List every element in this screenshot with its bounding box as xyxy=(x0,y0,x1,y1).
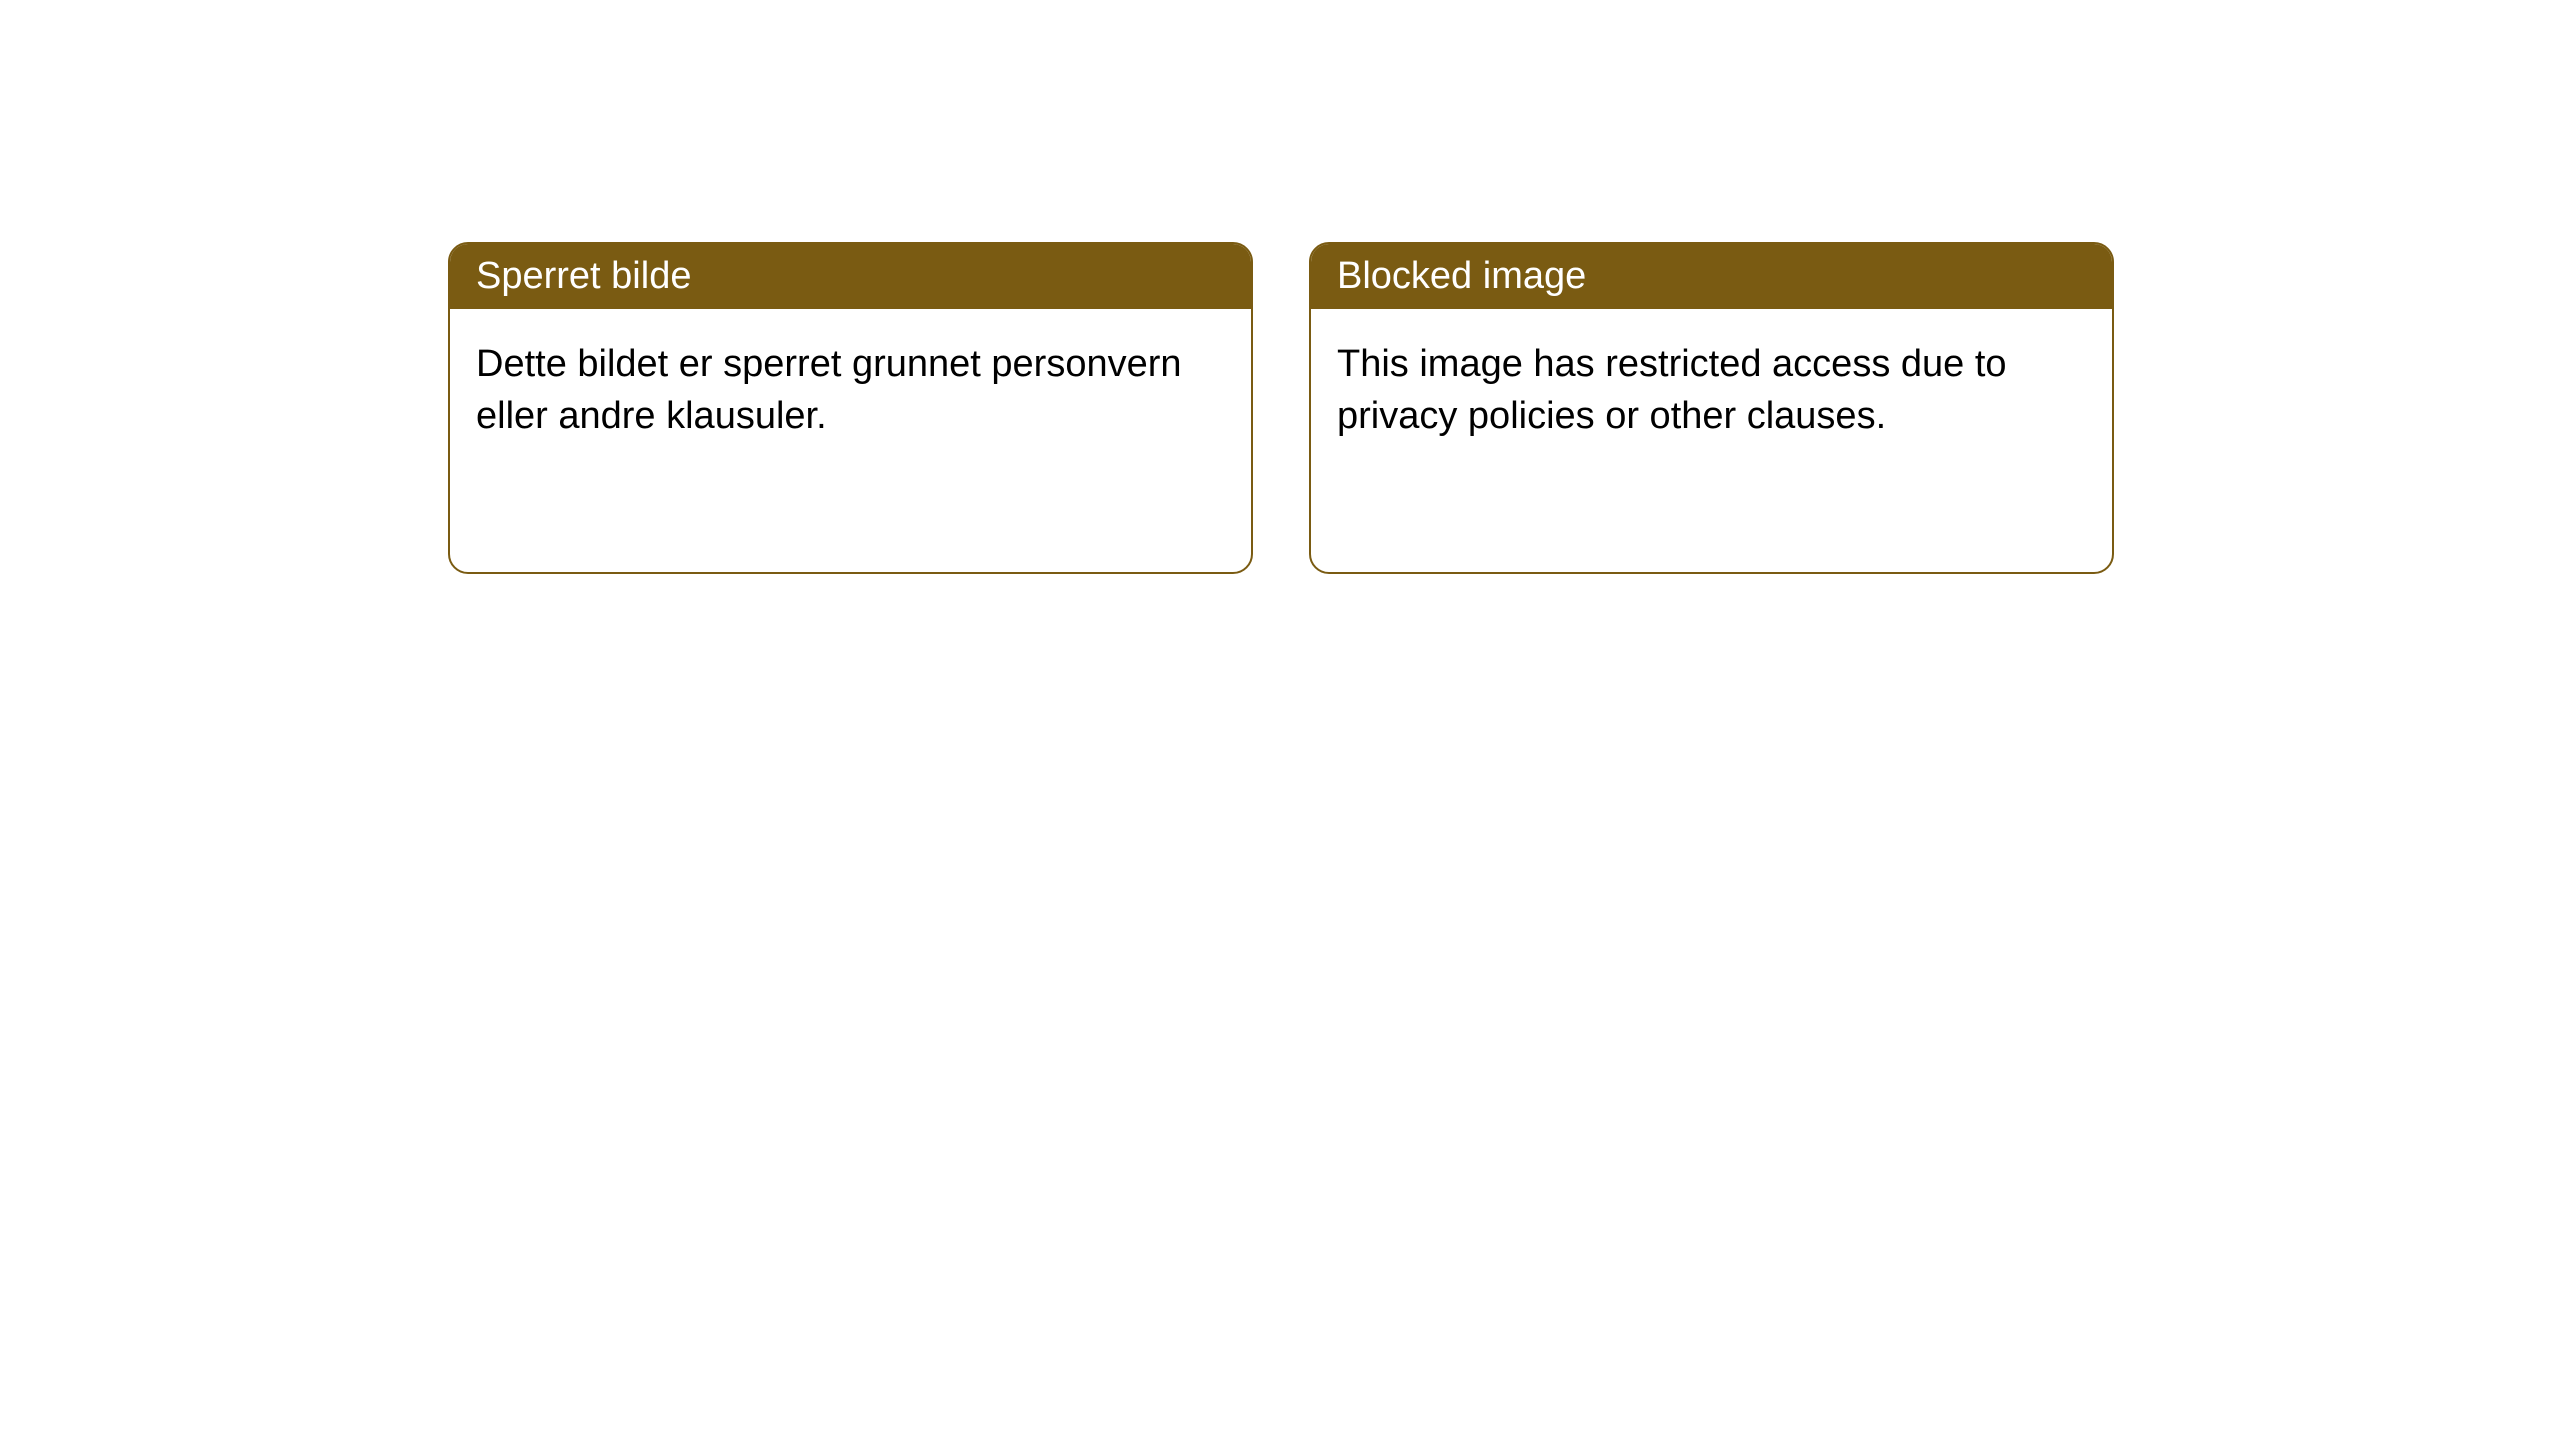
blocked-image-card-en: Blocked image This image has restricted … xyxy=(1309,242,2114,574)
card-header: Sperret bilde xyxy=(450,244,1251,309)
card-body: This image has restricted access due to … xyxy=(1311,309,2112,472)
card-container: Sperret bilde Dette bildet er sperret gr… xyxy=(0,0,2560,574)
blocked-image-card-no: Sperret bilde Dette bildet er sperret gr… xyxy=(448,242,1253,574)
card-body-text: Dette bildet er sperret grunnet personve… xyxy=(476,343,1182,436)
card-body: Dette bildet er sperret grunnet personve… xyxy=(450,309,1251,472)
card-title: Sperret bilde xyxy=(476,255,691,297)
card-title: Blocked image xyxy=(1337,255,1586,297)
card-body-text: This image has restricted access due to … xyxy=(1337,343,2007,436)
card-header: Blocked image xyxy=(1311,244,2112,309)
